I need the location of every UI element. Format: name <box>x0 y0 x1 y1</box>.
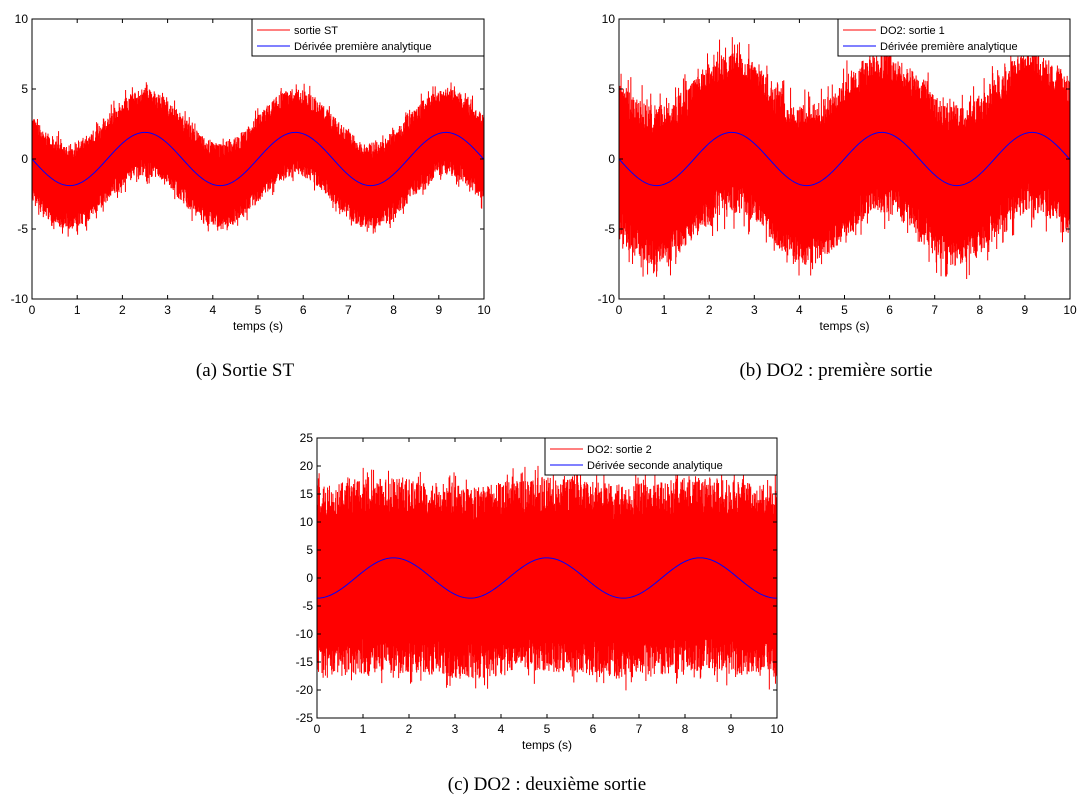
legend-entry-label: Dérivée première analytique <box>294 41 432 53</box>
legend-entry-label: Dérivée seconde analytique <box>587 460 723 472</box>
y-tick-label: 0 <box>21 152 28 166</box>
legend: DO2: sortie 1 Dérivée première analytique <box>837 18 1071 57</box>
y-tick-label: 20 <box>300 459 314 473</box>
legend-entry-label: sortie ST <box>294 25 338 37</box>
x-tick-label: 7 <box>345 303 352 317</box>
series-line-analytic-derivative <box>317 557 777 599</box>
x-tick-label: 4 <box>209 303 216 317</box>
y-tick-label: -5 <box>302 599 313 613</box>
x-tick-label: 6 <box>590 722 597 736</box>
y-tick-label: -10 <box>598 292 616 306</box>
y-tick-label: 10 <box>300 515 314 529</box>
x-tick-label: 1 <box>661 303 668 317</box>
y-tick-label: -5 <box>604 222 615 236</box>
x-tick-label: 9 <box>435 303 442 317</box>
x-tick-label: 2 <box>119 303 126 317</box>
x-tick-label: 7 <box>931 303 938 317</box>
x-tick-label: 2 <box>706 303 713 317</box>
y-tick-label: 10 <box>602 12 616 26</box>
y-tick-label: 0 <box>306 571 313 585</box>
x-tick-label: 2 <box>406 722 413 736</box>
legend-entry-label: DO2: sortie 1 <box>880 25 945 37</box>
y-tick-label: 5 <box>21 82 28 96</box>
legend: sortie ST Dérivée première analytique <box>251 18 485 57</box>
x-tick-label: 4 <box>796 303 803 317</box>
y-tick-label: 5 <box>306 543 313 557</box>
x-tick-label: 0 <box>29 303 36 317</box>
x-tick-label: 1 <box>74 303 81 317</box>
legend-box <box>837 18 1071 57</box>
legend-box <box>544 437 778 476</box>
y-tick-label: 5 <box>608 82 615 96</box>
legend-entry-label: DO2: sortie 2 <box>587 444 652 456</box>
y-tick-label: -15 <box>296 655 314 669</box>
x-tick-label: 3 <box>751 303 758 317</box>
y-tick-label: -10 <box>11 292 29 306</box>
x-tick-label: 7 <box>636 722 643 736</box>
panel-do2-premiere-sortie: 0 1 2 3 4 5 6 7 8 9 10 -10 -5 0 5 10 temps (s) DO2: sorti… <box>598 12 1077 381</box>
y-tick-label: -25 <box>296 711 314 725</box>
series-line-noisy-output <box>32 82 484 237</box>
x-tick-label: 0 <box>616 303 623 317</box>
x-tick-label: 4 <box>498 722 505 736</box>
x-tick-label: 9 <box>728 722 735 736</box>
x-axis-label: temps (s) <box>233 319 283 333</box>
x-tick-label: 3 <box>164 303 171 317</box>
subfigure-caption: (c) DO2 : deuxième sortie <box>448 774 646 795</box>
series-line-noisy-output <box>619 36 1070 279</box>
x-tick-label: 8 <box>390 303 397 317</box>
x-tick-label: 5 <box>544 722 551 736</box>
subfigure-caption: (b) DO2 : première sortie <box>739 360 932 381</box>
legend-entry-label: Dérivée première analytique <box>880 41 1018 53</box>
panel-do2-deuxieme-sortie: 0 1 2 3 4 5 6 7 8 9 10 -25 -20 -15 -10 -5 0 5 10 15 20 25 temp… <box>296 431 784 795</box>
subfigure-caption: (a) Sortie ST <box>196 360 295 381</box>
y-tick-label: -20 <box>296 683 314 697</box>
x-tick-label: 5 <box>255 303 262 317</box>
x-tick-label: 3 <box>452 722 459 736</box>
x-tick-label: 8 <box>682 722 689 736</box>
y-tick-label: 10 <box>15 12 29 26</box>
x-tick-label: 9 <box>1022 303 1029 317</box>
x-axis-label: temps (s) <box>522 738 572 752</box>
y-tick-label: -5 <box>17 222 28 236</box>
legend: DO2: sortie 2 Dérivée seconde analytique <box>544 437 778 476</box>
x-tick-label: 8 <box>976 303 983 317</box>
x-tick-label: 6 <box>886 303 893 317</box>
panel-sortie-st: 0 1 2 3 4 5 6 7 8 9 10 -10 -5 0 5 10 temps (s) sortie ST D… <box>11 12 491 381</box>
series-line-analytic-derivative <box>619 131 1070 187</box>
series-line-analytic-derivative <box>32 131 484 187</box>
x-tick-label: 10 <box>477 303 491 317</box>
y-tick-label: 25 <box>300 431 314 445</box>
series-line-noisy-output <box>317 465 777 691</box>
y-tick-label: 0 <box>608 152 615 166</box>
x-tick-label: 0 <box>314 722 321 736</box>
x-tick-label: 10 <box>1063 303 1077 317</box>
y-tick-label: 15 <box>300 487 314 501</box>
y-tick-label: -10 <box>296 627 314 641</box>
x-tick-label: 5 <box>841 303 848 317</box>
x-axis-label: temps (s) <box>819 319 869 333</box>
x-tick-label: 6 <box>300 303 307 317</box>
x-tick-label: 1 <box>360 722 367 736</box>
x-tick-label: 10 <box>770 722 784 736</box>
legend-box <box>251 18 485 57</box>
